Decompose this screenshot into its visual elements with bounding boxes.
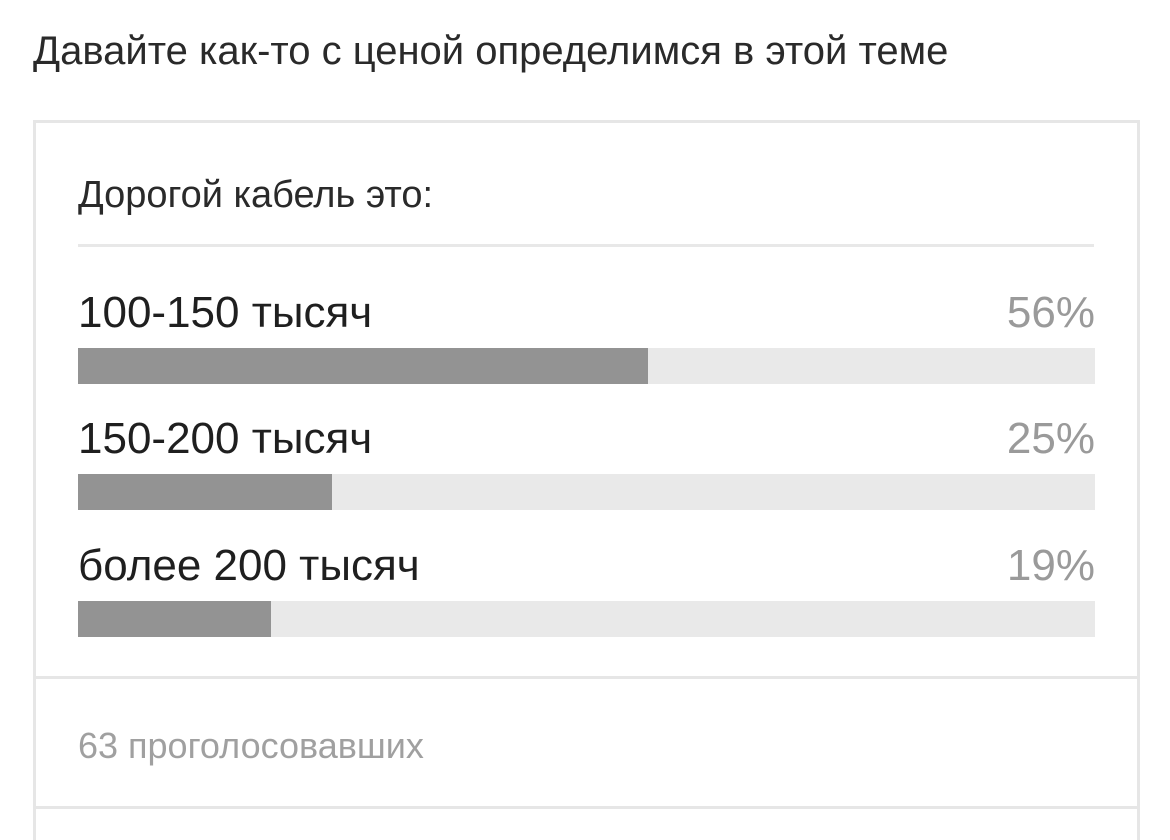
footer-divider	[36, 676, 1137, 679]
poll-question: Дорогой кабель это:	[78, 174, 434, 216]
poll-option[interactable]: 100-150 тысяч 56%	[78, 285, 1095, 385]
poll-option[interactable]: 150-200 тысяч 25%	[78, 411, 1095, 511]
poll-option-bar-fill	[78, 348, 648, 384]
poll-option-label: более 200 тысяч	[78, 541, 420, 590]
poll-option[interactable]: более 200 тысяч 19%	[78, 538, 1095, 638]
poll-option-percent: 56%	[1006, 288, 1095, 337]
poll-option-bar-fill	[78, 601, 272, 637]
poll-option-label: 150-200 тысяч	[78, 414, 373, 463]
poll-option-bar-track	[78, 601, 1095, 637]
poll-option-bar-track	[78, 474, 1095, 510]
post-title: Давайте как-то с ценой определимся в это…	[33, 29, 949, 73]
votes-count: 63 проголосовавших	[78, 725, 424, 766]
bottom-divider	[36, 806, 1137, 809]
poll-option-bar-fill	[78, 474, 333, 510]
question-divider	[78, 244, 1094, 247]
poll-option-label: 100-150 тысяч	[78, 288, 373, 337]
poll-option-bar-track	[78, 348, 1095, 384]
poll-card: Дорогой кабель это: 100-150 тысяч 56% 15…	[33, 120, 1140, 840]
poll-option-percent: 19%	[1006, 541, 1095, 590]
poll-option-percent: 25%	[1006, 414, 1095, 463]
